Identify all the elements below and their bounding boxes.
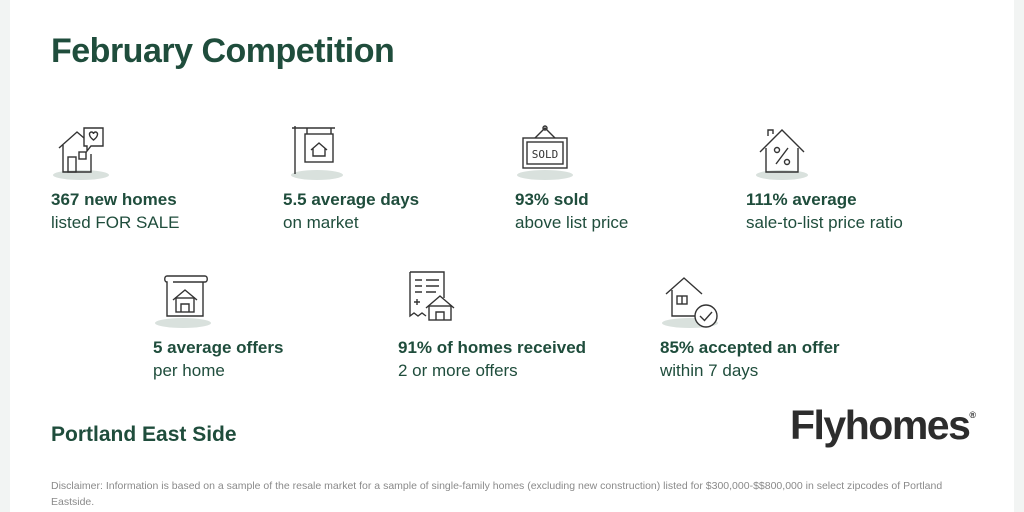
infographic-card: February Competition 367 new homes liste…: [10, 0, 1014, 512]
house-check-icon: [660, 270, 722, 332]
logo-text: Flyhomes: [790, 402, 971, 448]
stat-value: 111% average: [746, 190, 857, 209]
sign-post-icon: [283, 122, 345, 184]
stat-value: 5.5 average days: [283, 190, 420, 209]
stat-description: above list price: [515, 213, 629, 232]
stat-description: listed FOR SALE: [51, 213, 180, 232]
house-document-icon: [153, 270, 215, 332]
sold-sign-icon: SOLD: [515, 122, 577, 184]
stat-description: within 7 days: [660, 361, 759, 380]
svg-text:SOLD: SOLD: [532, 148, 559, 161]
stat-description: per home: [153, 361, 225, 380]
stat-value: 5 average offers: [153, 338, 284, 357]
house-percent-icon: [746, 122, 808, 184]
stat-description: sale-to-list price ratio: [746, 213, 903, 232]
registered-mark: ®: [969, 410, 977, 420]
stat-description: 2 or more offers: [398, 361, 518, 380]
stat-value: 367 new homes: [51, 190, 177, 209]
receipt-house-icon: [398, 270, 460, 332]
disclaimer-text: Disclaimer: Information is based on a sa…: [51, 480, 943, 508]
region-label: Portland East Side: [51, 423, 237, 446]
stat-value: 85% accepted an offer: [660, 338, 840, 357]
stat-value: 93% sold: [515, 190, 589, 209]
house-heart-icon: [51, 122, 113, 184]
stat-value: 91% of homes received: [398, 338, 587, 357]
page-title: February Competition: [51, 32, 395, 70]
flyhomes-logo: Flyhomes®: [790, 402, 976, 449]
stat-description: on market: [283, 213, 359, 232]
